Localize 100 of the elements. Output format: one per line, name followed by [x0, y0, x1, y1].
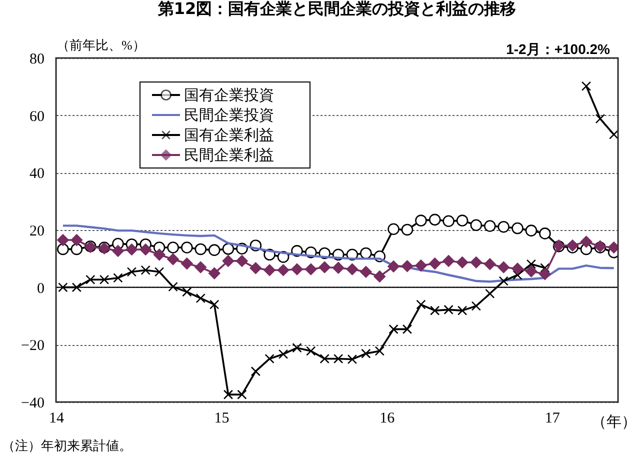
- line-series: [62, 224, 615, 283]
- point: [278, 349, 288, 359]
- x-axis-title: （年）: [592, 414, 635, 430]
- point: [72, 282, 82, 292]
- point: [181, 242, 193, 254]
- y-tick-label: −40: [21, 396, 44, 412]
- point: [416, 300, 426, 310]
- point: [86, 274, 96, 284]
- point: [318, 261, 330, 274]
- legend-label: 国有企業利益: [184, 126, 274, 144]
- point: [167, 253, 179, 266]
- point: [485, 288, 495, 298]
- point: [525, 265, 538, 278]
- point: [484, 220, 496, 232]
- point: [442, 255, 454, 267]
- y-tick-label: 0: [37, 280, 44, 297]
- point: [428, 258, 441, 270]
- point: [471, 301, 482, 311]
- point: [595, 114, 605, 124]
- point: [457, 306, 468, 316]
- point: [442, 215, 454, 227]
- point: [580, 236, 592, 248]
- point: [402, 324, 412, 334]
- point: [140, 265, 150, 275]
- point: [126, 244, 138, 256]
- point: [250, 366, 261, 376]
- point: [526, 259, 536, 269]
- point: [304, 263, 317, 276]
- point: [444, 304, 454, 315]
- legend-label: 民間企業利益: [184, 146, 274, 164]
- point: [470, 219, 482, 232]
- point: [168, 282, 178, 292]
- point: [223, 390, 234, 400]
- point: [456, 214, 468, 226]
- chart-title: 第12図：国有企業と民間企業の投資と利益の推移: [156, 0, 516, 18]
- point: [539, 228, 551, 240]
- point: [113, 273, 123, 283]
- legend-label: 民間企業投資: [184, 106, 274, 124]
- point: [250, 262, 262, 274]
- point: [388, 223, 400, 236]
- point: [512, 222, 524, 234]
- point: [99, 274, 110, 284]
- y-tick-label: 80: [30, 52, 44, 68]
- point: [484, 258, 496, 270]
- point: [237, 390, 247, 400]
- point: [346, 263, 358, 276]
- point: [70, 234, 83, 246]
- point: [361, 348, 371, 358]
- point: [306, 346, 316, 356]
- x-tick-label: 15: [214, 410, 230, 426]
- point: [333, 354, 344, 364]
- point: [388, 324, 398, 334]
- point: [291, 263, 303, 276]
- point: [126, 267, 137, 277]
- y-tick-label: 60: [30, 108, 44, 125]
- point: [196, 293, 206, 304]
- point: [609, 130, 618, 140]
- point: [58, 282, 68, 292]
- point: [374, 270, 386, 282]
- point: [401, 260, 414, 272]
- legend-label: 国有企業投資: [184, 86, 274, 104]
- point: [112, 245, 124, 257]
- point: [222, 243, 234, 255]
- point: [415, 214, 427, 226]
- point: [470, 256, 482, 268]
- point: [167, 242, 179, 254]
- point: [415, 260, 427, 272]
- point: [512, 270, 522, 280]
- point: [57, 243, 69, 256]
- text: （注）年初来累計値。: [2, 439, 132, 454]
- point: [182, 287, 192, 297]
- point: [236, 255, 248, 267]
- point: [292, 342, 302, 353]
- y-tick-label: −20: [21, 338, 44, 354]
- point: [57, 234, 69, 246]
- y-tick-label: 40: [30, 166, 44, 182]
- point: [194, 261, 207, 274]
- point: [277, 264, 290, 276]
- point: [374, 346, 384, 356]
- point: [581, 81, 592, 91]
- point: [320, 354, 330, 364]
- point: [181, 258, 193, 270]
- point: [360, 266, 372, 278]
- x-tick-label: 16: [380, 410, 396, 426]
- point: [498, 261, 510, 274]
- point: [222, 255, 234, 267]
- point: [456, 256, 468, 268]
- point: [264, 264, 276, 276]
- point: [210, 300, 220, 310]
- point: [525, 224, 538, 236]
- point: [70, 243, 83, 256]
- point: [208, 267, 220, 280]
- point: [332, 262, 344, 274]
- point: [194, 243, 207, 256]
- x-tick-label: 17: [544, 410, 560, 426]
- text: 1-2月：+100.2%: [506, 41, 611, 57]
- point: [208, 244, 220, 256]
- point: [153, 248, 166, 261]
- point: [264, 354, 274, 364]
- point: [430, 306, 440, 316]
